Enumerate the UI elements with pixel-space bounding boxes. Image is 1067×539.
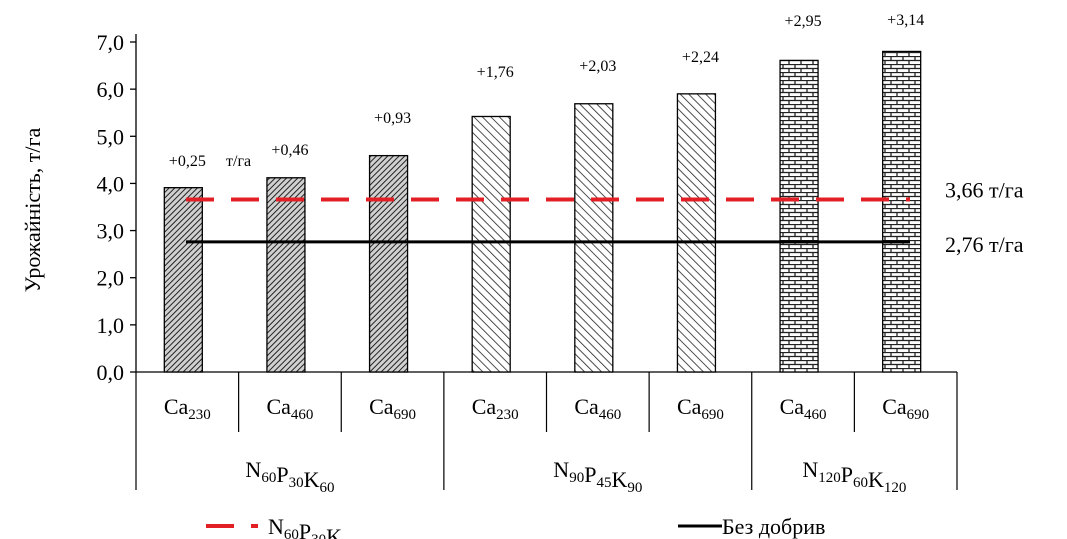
text-part: P: [841, 462, 853, 487]
category-label: Ca460: [574, 394, 621, 423]
axes: 0,0 1,0 2,0 3,0 4,0 5,0 6,0 7,0: [97, 30, 957, 385]
bar: [574, 103, 614, 373]
text-part: K: [868, 467, 884, 492]
reference-line-label: 3,66 т/га: [945, 177, 1024, 202]
category-label: Ca690: [677, 394, 724, 423]
subscript: 230: [188, 407, 211, 423]
y-tick-label: 2,0: [97, 266, 125, 291]
legend-label: N60P30K60: [268, 514, 357, 539]
y-axis-label: Урожайність, т/га: [20, 127, 45, 292]
category-label: Ca690: [369, 394, 416, 423]
subscript: 690: [394, 407, 417, 423]
y-tick-label: 0,0: [97, 360, 125, 385]
text-part: Ca: [882, 394, 907, 419]
subscript: 90: [569, 470, 584, 486]
subscript: 120: [818, 470, 841, 486]
text-part: P: [584, 462, 596, 487]
y-tick-label: 3,0: [97, 219, 125, 244]
reference-line-label: 2,76 т/га: [945, 232, 1024, 257]
y-tick-label: 1,0: [97, 313, 125, 338]
subscript: 30: [289, 475, 304, 491]
text-part: Ca: [780, 394, 805, 419]
data-label: +0,93: [374, 110, 411, 127]
data-label: +2,95: [785, 13, 822, 30]
subscript: 690: [701, 407, 724, 423]
subscript: 460: [804, 407, 827, 423]
y-tick-label: 6,0: [97, 77, 125, 102]
data-labels: +0,25 +0,46 +0,93 +1,76 +2,03 +2,24 +2,95 +3,14…: [169, 12, 924, 170]
data-label: +2,03: [579, 58, 616, 75]
subscript: 60: [261, 470, 276, 486]
y-tick-label: 7,0: [97, 30, 125, 55]
text-part: K: [326, 524, 342, 539]
legend: N60P30K60Без добрив: [206, 514, 825, 539]
bar: [266, 177, 306, 373]
category-labels: Ca230 Ca460 Ca690 Ca230 Ca460 Ca690 Ca460 Ca690…: [135, 372, 958, 496]
y-axis-label-group: Урожайність, т/га: [20, 127, 45, 292]
subscript: 45: [596, 475, 611, 491]
subscript: 60: [319, 480, 334, 496]
text-part: Ca: [164, 394, 189, 419]
bar: [779, 59, 819, 373]
bar: [882, 50, 922, 373]
text-part: N: [553, 457, 569, 482]
subscript: 460: [599, 407, 622, 423]
text-part: Ca: [677, 394, 702, 419]
subscript: 90: [627, 480, 642, 496]
subscript: 460: [291, 407, 314, 423]
bar: [368, 154, 409, 373]
subscript: 60: [853, 475, 868, 491]
subscript: 230: [496, 407, 519, 423]
text-part: K: [611, 467, 627, 492]
category-label: Ca690: [882, 394, 929, 423]
text-part: Ca: [574, 394, 599, 419]
data-label: +2,24: [682, 49, 719, 66]
text-part: Ca: [472, 394, 497, 419]
data-label-unit: т/га: [226, 153, 251, 170]
text-part: N: [802, 457, 818, 482]
category-label: Ca460: [266, 394, 313, 423]
subscript: 30: [311, 532, 326, 539]
data-label: +1,76: [477, 64, 514, 81]
subscript: 120: [884, 480, 907, 496]
bar: [676, 93, 717, 373]
text-part: P: [276, 462, 288, 487]
category-label: Ca230: [164, 394, 211, 423]
legend-label: Без добрив: [722, 514, 825, 539]
group-label: N120P60K120: [802, 457, 906, 496]
data-label: +0,25: [169, 153, 206, 170]
text-part: K: [304, 467, 320, 492]
group-label: N60P30K60: [245, 457, 334, 496]
data-label: +0,46: [271, 142, 308, 159]
subscript: 60: [284, 527, 299, 539]
group-label: N90P45K90: [553, 457, 642, 496]
y-tick-label: 4,0: [97, 171, 125, 196]
bar: [163, 187, 203, 373]
y-tick-label: 5,0: [97, 124, 125, 149]
text-part: N: [245, 457, 261, 482]
text-part: Ca: [369, 394, 394, 419]
text-part: P: [299, 519, 311, 539]
subscript: 690: [907, 407, 930, 423]
text-part: N: [268, 514, 284, 539]
data-label: +3,14: [887, 12, 924, 29]
subscript: 60: [342, 537, 357, 539]
category-label: Ca460: [780, 394, 827, 423]
bar: [471, 115, 511, 373]
reference-lines: 3,66 т/га 2,76 т/га: [186, 177, 1024, 257]
bars: [163, 50, 922, 373]
category-label: Ca230: [472, 394, 519, 423]
text-part: Ca: [266, 394, 291, 419]
